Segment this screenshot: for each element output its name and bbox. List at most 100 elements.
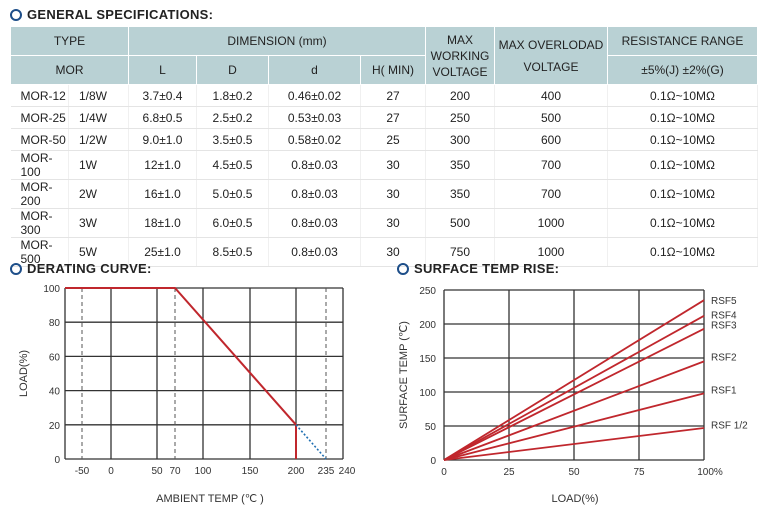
circle-bullet-icon: [397, 262, 409, 275]
table-cell: MOR-50: [10, 128, 69, 151]
y-tick-label: 100: [419, 388, 436, 399]
table-cell: 300: [425, 128, 495, 151]
derating-title: DERATING CURVE:: [10, 261, 152, 276]
x-tick-label: 25: [503, 467, 515, 478]
circle-bullet-icon: [10, 8, 22, 21]
table-cell: 0.8±0.03: [268, 150, 361, 180]
table-cell: 5.0±0.5: [196, 179, 269, 209]
table-row: MOR-12 1/8W 3.7±0.4 1.8±0.2 0.46±0.02 27 200 40…: [10, 84, 758, 107]
table-row: MOR-200 2W 16±1.0 5.0±0.5 0.8±0.03 30 350 700 0.…: [10, 179, 758, 209]
series-label: RSF1: [711, 385, 737, 396]
y-tick-label: 50: [425, 422, 437, 433]
table-cell: 16±1.0: [128, 179, 197, 209]
table-cell: 4.5±0.5: [196, 150, 269, 180]
series-line-RSF12: [443, 427, 705, 461]
y-axis-label: LOAD(%): [18, 350, 30, 397]
table-cell: 0.1Ω~10MΩ: [607, 208, 758, 238]
series-line-RSF4: [443, 315, 705, 461]
table-cell: 1/8W: [68, 84, 129, 107]
table-cell: 200: [425, 84, 495, 107]
series-label: RSF4: [711, 310, 737, 321]
table-cell: 1W: [68, 150, 129, 180]
y-tick-label: 20: [49, 421, 61, 432]
table-cell: 9.0±1.0: [128, 128, 197, 151]
table-cell: 27: [360, 106, 426, 129]
y-tick-label: 0: [430, 456, 436, 467]
y-tick-label: 80: [49, 318, 61, 329]
header-L: L: [128, 55, 197, 85]
header-H: H( MIN): [360, 55, 426, 85]
specs-title: GENERAL SPECIFICATIONS:: [10, 7, 213, 22]
header-resistance: RESISTANCE RANGE: [607, 26, 758, 56]
x-tick-label: -50: [75, 466, 90, 477]
table-cell: 27: [360, 84, 426, 107]
table-cell: 0.1Ω~10MΩ: [607, 128, 758, 151]
table-cell: 1000: [494, 237, 608, 267]
y-tick-label: 60: [49, 352, 61, 363]
table-cell: 12±1.0: [128, 150, 197, 180]
table-cell: 18±1.0: [128, 208, 197, 238]
x-tick-label: 150: [242, 466, 259, 477]
x-tick-label: 100%: [697, 467, 723, 478]
series-line-RSF5: [443, 299, 705, 461]
x-tick-label: 0: [108, 466, 114, 477]
table-cell: 350: [425, 150, 495, 180]
table-row: MOR-100 1W 12±1.0 4.5±0.5 0.8±0.03 30 350 700 0.…: [10, 150, 758, 180]
table-cell: 0.58±0.02: [268, 128, 361, 151]
table-cell: 750: [425, 237, 495, 267]
y-tick-label: 0: [54, 455, 60, 466]
x-tick-label: 50: [568, 467, 580, 478]
y-tick-label: 40: [49, 387, 61, 398]
table-cell: 25: [360, 128, 426, 151]
surface-title: SURFACE TEMP RISE:: [397, 261, 559, 276]
header-type: TYPE: [10, 26, 129, 56]
x-tick-label: 240: [339, 466, 356, 477]
series-label: RSF5: [711, 296, 737, 307]
series-line-RSF3: [443, 327, 705, 461]
series-label: RSF2: [711, 353, 737, 364]
header-max-working: MAX WORKING VOLTAGE: [425, 26, 495, 85]
table-cell: MOR-200: [10, 179, 69, 209]
series-line-RSF1: [443, 392, 705, 461]
table-cell: 0.1Ω~10MΩ: [607, 84, 758, 107]
table-cell: 0.8±0.03: [268, 208, 361, 238]
y-tick-label: 150: [419, 354, 436, 365]
y-tick-label: 100: [43, 284, 60, 295]
table-cell: MOR-100: [10, 150, 69, 180]
table-cell: 0.8±0.03: [268, 237, 361, 267]
table-cell: 600: [494, 128, 608, 151]
y-axis-label: SURFACE TEMP (℃): [398, 321, 410, 429]
table-cell: 3W: [68, 208, 129, 238]
table-cell: 700: [494, 179, 608, 209]
table-cell: 400: [494, 84, 608, 107]
x-tick-label: 75: [633, 467, 645, 478]
table-cell: 0.8±0.03: [268, 179, 361, 209]
table-cell: 8.5±0.5: [196, 237, 269, 267]
table-cell: 2.5±0.2: [196, 106, 269, 129]
table-cell: 0.1Ω~10MΩ: [607, 179, 758, 209]
x-tick-label: 200: [288, 466, 305, 477]
table-row: MOR-25 1/4W 6.8±0.5 2.5±0.2 0.53±0.03 27 250 50…: [10, 106, 758, 129]
table-cell: 0.1Ω~10MΩ: [607, 106, 758, 129]
x-tick-label: 100: [195, 466, 212, 477]
header-mor: MOR: [10, 55, 129, 85]
y-tick-label: 250: [419, 286, 436, 297]
table-cell: MOR-12: [10, 84, 69, 107]
x-axis-label: AMBIENT TEMP (℃ ): [156, 493, 264, 505]
table-cell: 6.0±0.5: [196, 208, 269, 238]
x-axis-label: LOAD(%): [551, 493, 598, 505]
series-label: RSF3: [711, 321, 737, 332]
table-cell: 700: [494, 150, 608, 180]
table-cell: 250: [425, 106, 495, 129]
header-dimension: DIMENSION (mm): [128, 26, 426, 56]
derating-chart: 0 20 40 60 80 100 -50 0 50 70 100 150 200 235 240 AMBIE…: [18, 284, 356, 505]
table-cell: 0.1Ω~10MΩ: [607, 237, 758, 267]
derating-extension-line: [295, 424, 327, 460]
table-cell: 500: [425, 208, 495, 238]
header-D: D: [196, 55, 269, 85]
table-cell: 350: [425, 179, 495, 209]
table-cell: 30: [360, 150, 426, 180]
table-cell: 500: [494, 106, 608, 129]
series-label: RSF 1/2: [711, 421, 748, 432]
